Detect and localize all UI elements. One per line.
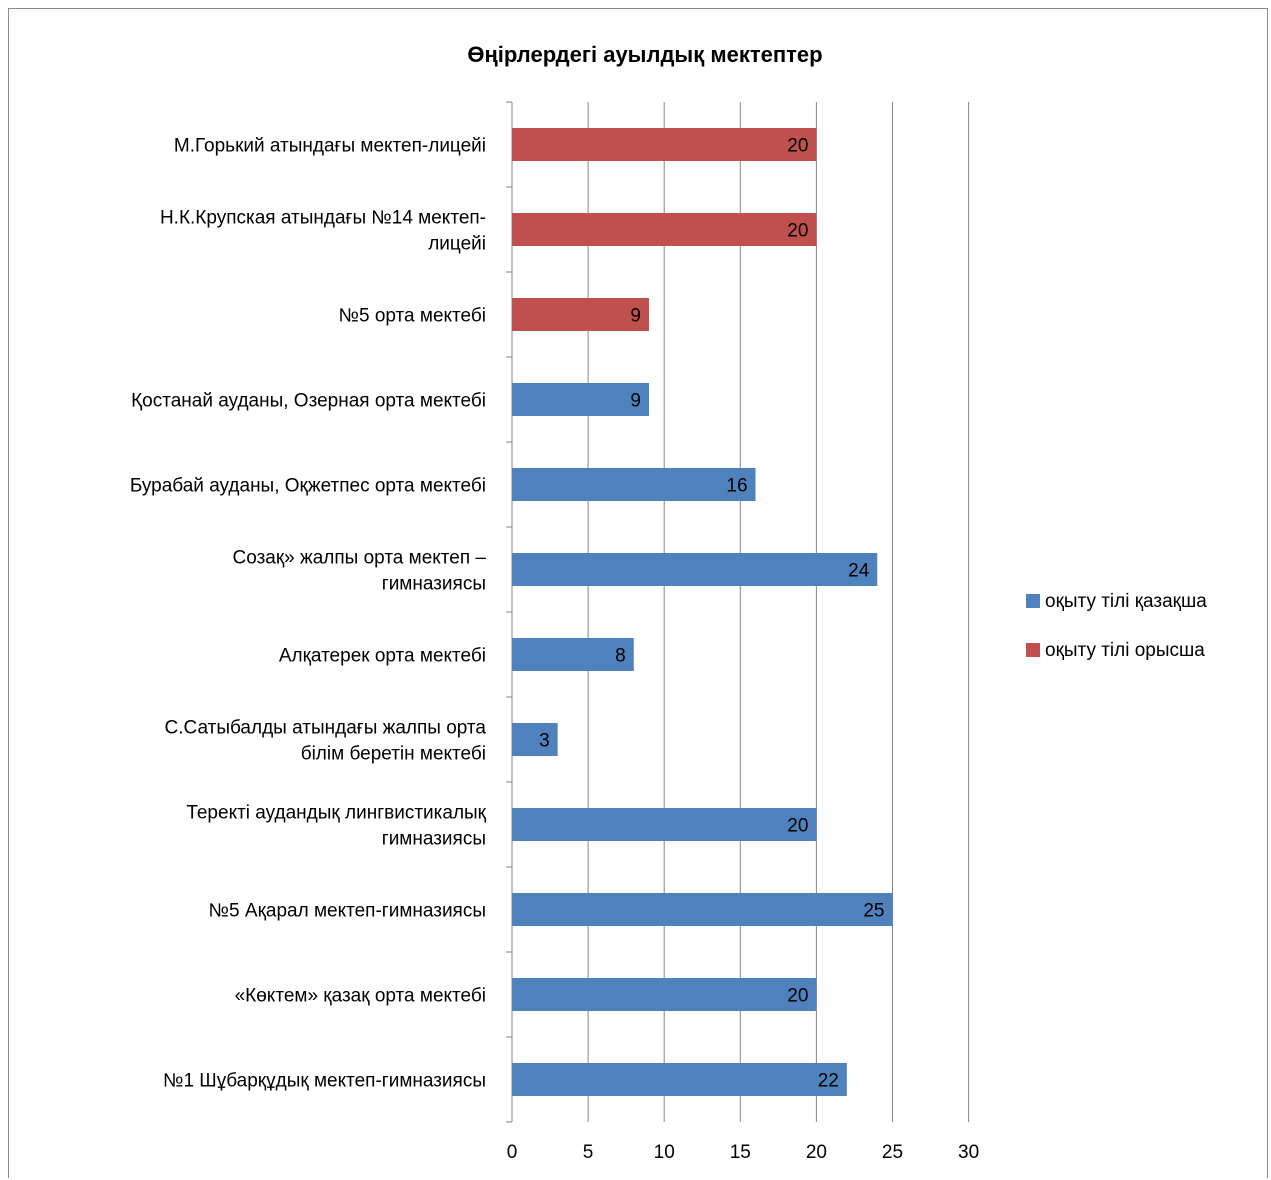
legend-label: оқыту тілі қазақша <box>1045 591 1207 612</box>
bar <box>512 213 817 246</box>
category-label: Бурабай ауданы, Оқжетпес орта мектебі <box>130 476 486 497</box>
gridlines <box>587 102 970 1122</box>
bar <box>512 893 893 926</box>
category-label: лицейі <box>428 234 486 255</box>
legend-swatch <box>1026 643 1040 657</box>
category-label: «Көктем» қазақ орта мектебі <box>235 986 486 1007</box>
legend-swatch <box>1026 594 1040 608</box>
data-label: 22 <box>818 1071 839 1092</box>
category-label: Теректі аудандық лингвистикалық <box>186 803 486 824</box>
category-label: Қостанай ауданы, Озерная орта мектебі <box>131 391 486 412</box>
category-label: білім беретін мектебі <box>301 744 486 765</box>
category-label: №5 Ақарал мектеп-гимназиясы <box>209 901 486 922</box>
bar <box>512 978 817 1011</box>
category-label: гимназиясы <box>382 574 486 595</box>
x-tick-label: 15 <box>730 1142 751 1163</box>
category-label: Н.К.Крупская атындағы №14 мектеп- <box>160 208 486 229</box>
data-label: 3 <box>539 731 550 752</box>
data-label: 9 <box>630 391 641 412</box>
bar <box>512 808 817 841</box>
category-label: гимназиясы <box>382 829 486 850</box>
category-label: С.Сатыбалды атындағы жалпы орта <box>165 718 487 739</box>
x-tick-label: 25 <box>882 1142 903 1163</box>
axes <box>506 101 513 1123</box>
category-label: Алқатерек орта мектебі <box>279 646 486 667</box>
bar <box>512 468 756 501</box>
bar <box>512 298 649 331</box>
x-tick-labels: 0 5 10 15 20 25 30 <box>507 1142 979 1163</box>
bar <box>512 723 558 756</box>
category-label: Созақ» жалпы орта мектеп – <box>233 548 487 569</box>
chart-title: Өңірлердегі ауылдық мектептер <box>467 42 822 67</box>
data-label: 9 <box>630 306 641 327</box>
bar <box>512 1063 847 1096</box>
data-label: 8 <box>615 646 626 667</box>
legend: оқыту тілі қазақша оқыту тілі орысша <box>1026 591 1207 661</box>
data-label: 20 <box>787 136 808 157</box>
category-labels: №1 Шұбарқұдық мектеп-гимназиясы «Көктем» … <box>130 136 487 1092</box>
category-label: М.Горький атындағы мектеп-лицейі <box>174 136 486 157</box>
data-label: 24 <box>848 561 870 582</box>
category-label: №5 орта мектебі <box>339 306 486 327</box>
x-tick-label: 30 <box>958 1142 979 1163</box>
data-label: 20 <box>787 986 808 1007</box>
bars: 22 20 25 20 3 8 24 16 9 9 20 20 <box>512 128 893 1096</box>
x-tick-label: 0 <box>507 1142 518 1163</box>
x-tick-label: 10 <box>654 1142 675 1163</box>
bar <box>512 638 634 671</box>
data-label: 16 <box>726 476 747 497</box>
category-label: №1 Шұбарқұдық мектеп-гимназиясы <box>163 1071 486 1092</box>
x-tick-label: 20 <box>806 1142 827 1163</box>
x-tick-label: 5 <box>583 1142 594 1163</box>
data-label: 20 <box>787 816 808 837</box>
data-label: 20 <box>787 221 808 242</box>
bar <box>512 383 649 416</box>
bar <box>512 128 817 161</box>
data-label: 25 <box>863 901 884 922</box>
legend-label: оқыту тілі орысша <box>1045 640 1205 661</box>
bar <box>512 553 878 586</box>
